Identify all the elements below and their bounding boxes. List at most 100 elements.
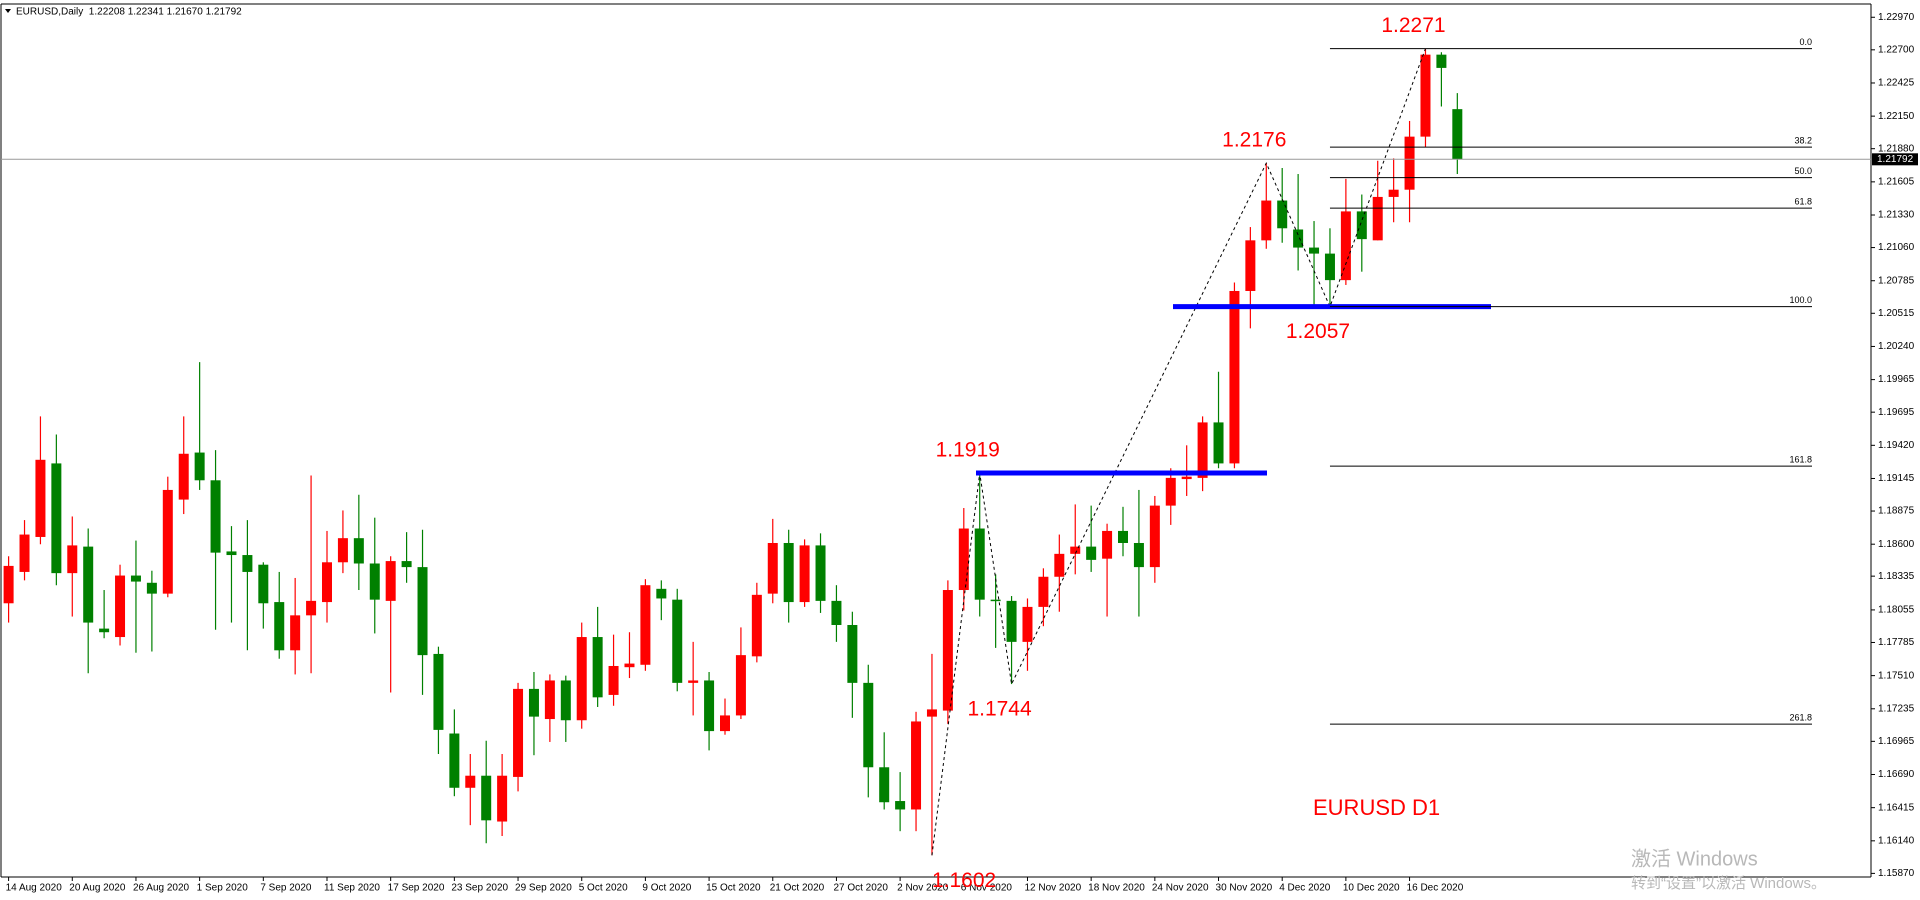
x-tick-label: 10 Dec 2020 bbox=[1343, 883, 1400, 894]
x-tick-label: 14 Aug 2020 bbox=[6, 883, 63, 894]
y-tick-label: 1.18055 bbox=[1878, 605, 1915, 616]
candle-body bbox=[831, 600, 842, 625]
x-tick-label: 7 Sep 2020 bbox=[260, 883, 312, 894]
candle-body bbox=[990, 599, 1001, 602]
candle-body bbox=[1054, 553, 1065, 577]
candle-body bbox=[926, 709, 937, 717]
y-tick-label: 1.20785 bbox=[1878, 275, 1915, 286]
zigzag bbox=[931, 48, 1426, 856]
pivot-label: 1.1919 bbox=[936, 439, 1000, 462]
x-tick-label: 16 Dec 2020 bbox=[1407, 883, 1464, 894]
candle-body bbox=[783, 542, 794, 603]
x-tick-label: 5 Oct 2020 bbox=[579, 883, 628, 894]
pivot-label: 1.2176 bbox=[1222, 129, 1286, 152]
candle-body bbox=[322, 562, 332, 603]
x-tick-label: 21 Oct 2020 bbox=[770, 883, 825, 894]
candle-body bbox=[194, 452, 205, 481]
menu-arrow bbox=[5, 9, 11, 13]
candle-body bbox=[1356, 211, 1367, 240]
candle-body bbox=[815, 545, 826, 601]
y-tick-label: 1.20240 bbox=[1878, 341, 1915, 352]
fibo-label: 0.0 bbox=[1799, 37, 1812, 47]
x-tick-label: 26 Aug 2020 bbox=[133, 883, 190, 894]
y-tick-label: 1.18600 bbox=[1878, 539, 1915, 550]
y-tick-label: 1.18335 bbox=[1878, 571, 1915, 582]
candle-body bbox=[528, 688, 539, 717]
candle-body bbox=[1452, 109, 1463, 160]
candle-body bbox=[1277, 200, 1288, 229]
y-tick-label: 1.16965 bbox=[1878, 736, 1915, 747]
fibo-label: 38.2 bbox=[1794, 136, 1812, 146]
y-tick-label: 1.22425 bbox=[1878, 78, 1915, 89]
candle-body bbox=[290, 615, 301, 651]
candle-body bbox=[1133, 542, 1144, 568]
candle-body bbox=[1372, 196, 1383, 241]
x-tick-label: 18 Nov 2020 bbox=[1088, 883, 1145, 894]
candle-body bbox=[178, 453, 189, 500]
x-tick-label: 17 Sep 2020 bbox=[388, 883, 445, 894]
candle-body bbox=[592, 637, 603, 698]
y-tick-label: 1.16140 bbox=[1878, 835, 1915, 846]
last-price-box bbox=[1872, 153, 1918, 166]
candle-body bbox=[974, 528, 985, 600]
candle-body bbox=[497, 775, 508, 822]
y-tick-label: 1.21060 bbox=[1878, 242, 1915, 253]
candle-body bbox=[1118, 530, 1128, 543]
candle-body bbox=[513, 688, 524, 777]
candle-body bbox=[258, 564, 269, 604]
watermark: 转到“设置”以激活 Windows。 bbox=[1631, 875, 1826, 892]
chart-label: EURUSD D1 bbox=[1313, 795, 1440, 820]
pivot-label: 1.2057 bbox=[1286, 320, 1350, 343]
candle-body bbox=[19, 534, 30, 572]
x-tick-label: 20 Aug 2020 bbox=[69, 883, 126, 894]
candle-body bbox=[1293, 229, 1304, 248]
y-tick-label: 1.21880 bbox=[1878, 143, 1915, 154]
candle-body bbox=[735, 655, 746, 716]
fibo-label: 61.8 bbox=[1794, 196, 1812, 206]
candle-body bbox=[1022, 606, 1033, 642]
candle-body bbox=[767, 542, 778, 594]
candle-body bbox=[704, 680, 715, 732]
candle-body bbox=[115, 575, 126, 638]
candle-body bbox=[1436, 54, 1447, 68]
candle-body bbox=[1006, 600, 1017, 642]
candle-body bbox=[799, 545, 810, 603]
candle-body bbox=[51, 463, 62, 574]
fibo-label: 100.0 bbox=[1789, 295, 1812, 305]
x-tick-label: 2 Nov 2020 bbox=[897, 883, 949, 894]
candle-body bbox=[1197, 422, 1208, 478]
y-tick-label: 1.15870 bbox=[1878, 868, 1915, 879]
candle-body bbox=[369, 563, 380, 600]
candle-body bbox=[3, 565, 14, 604]
candle-body bbox=[465, 775, 476, 788]
candle-body bbox=[1388, 189, 1399, 197]
y-tick-label: 1.19695 bbox=[1878, 407, 1915, 418]
pivot-label: 1.2271 bbox=[1381, 14, 1445, 37]
candle-body bbox=[640, 585, 651, 665]
candle-body bbox=[226, 551, 237, 556]
x-tick-label: 1 Sep 2020 bbox=[197, 883, 249, 894]
candle-body bbox=[1213, 422, 1224, 464]
candle-body bbox=[274, 602, 285, 651]
candle-body bbox=[1102, 530, 1113, 559]
candle-body bbox=[672, 599, 683, 683]
candle-body bbox=[67, 545, 78, 574]
y-tick-label: 1.17510 bbox=[1878, 670, 1915, 681]
candle-body bbox=[146, 582, 157, 594]
y-tick-label: 1.21330 bbox=[1878, 210, 1915, 221]
x-tick-label: 30 Nov 2020 bbox=[1216, 883, 1273, 894]
candle-body bbox=[1149, 505, 1160, 568]
x-tick-label: 6 Nov 2020 bbox=[961, 883, 1013, 894]
candle-body bbox=[656, 588, 667, 599]
candle-body bbox=[1038, 576, 1049, 607]
candle-body bbox=[911, 721, 922, 810]
candle-body bbox=[608, 665, 619, 695]
y-tick-label: 1.19965 bbox=[1878, 374, 1915, 385]
x-tick-label: 23 Sep 2020 bbox=[451, 883, 508, 894]
candle-body bbox=[1245, 240, 1256, 291]
candle-body bbox=[1181, 476, 1192, 480]
candle-body bbox=[337, 538, 348, 563]
candle-body bbox=[942, 590, 953, 711]
y-tick-label: 1.22970 bbox=[1878, 12, 1915, 23]
x-tick-label: 24 Nov 2020 bbox=[1152, 883, 1209, 894]
